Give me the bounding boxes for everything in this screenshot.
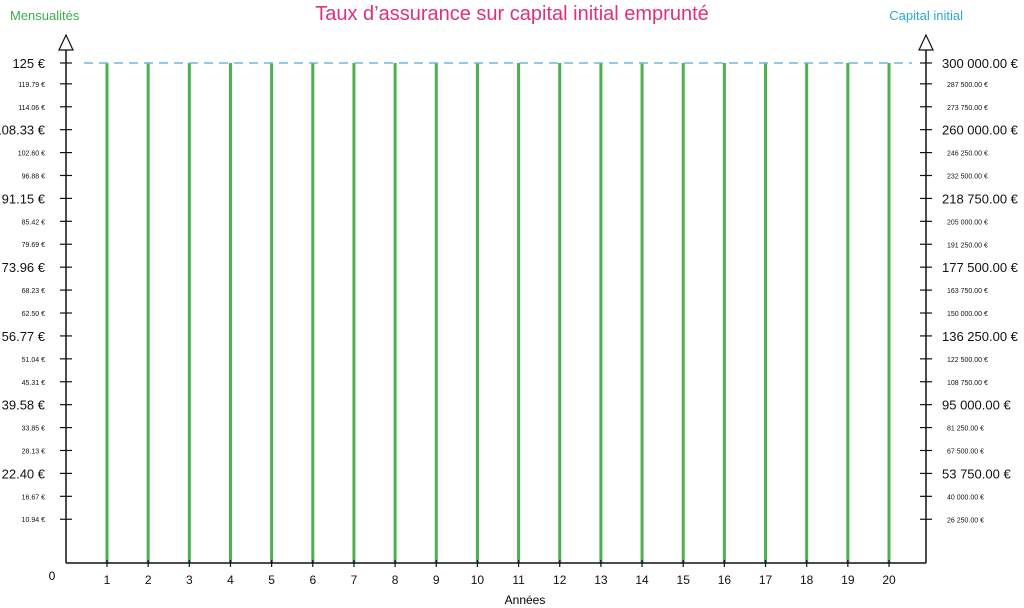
x-tick-label: 2 [145,573,152,587]
x-tick-label: 20 [882,573,896,587]
x-tick-label: 15 [677,573,691,587]
right-axis-arrow [918,33,934,51]
right-tick-label: 53 750.00 € [942,466,1011,481]
right-tick-label: 122 500.00 € [947,357,988,364]
left-tick-label: 56.77 € [2,329,46,344]
left-tick-label: 125 € [12,56,45,71]
right-tick-label: 95 000.00 € [942,398,1011,413]
right-tick-label: 40 000.00 € [947,494,984,501]
left-tick-label: 62.50 € [22,311,45,318]
x-tick-label: 6 [309,573,316,587]
right-tick-label: 177 500.00 € [942,260,1019,275]
x-tick-label: 3 [186,573,193,587]
left-tick-label: 114.06 € [18,105,45,112]
x-tick-label: 16 [718,573,732,587]
left-tick-label: 102.60 € [18,151,45,158]
right-tick-label: 163 750.00 € [947,288,988,295]
chart-title: Taux d’assurance sur capital initial emp… [315,3,709,25]
right-axis-title: Capital initial [889,8,963,23]
left-tick-label: 68.23 € [22,288,45,295]
x-tick-label: 7 [351,573,358,587]
x-tick-label: 14 [635,573,649,587]
left-tick-label: 39.58 € [2,398,46,413]
right-tick-label: 273 750.00 € [947,105,988,112]
x-tick-label: 5 [268,573,275,587]
left-tick-label: 85.42 € [22,219,45,226]
left-tick-label: 10.94 € [22,517,45,524]
left-tick-label: 108.33 € [0,123,46,138]
left-tick-label: 28.13 € [22,448,45,455]
x-tick-label: 1 [104,573,111,587]
left-tick-label: 91.15 € [2,191,46,206]
right-tick-label: 218 750.00 € [942,191,1019,206]
left-tick-label: 33.85 € [22,426,45,433]
x-tick-label: 9 [433,573,440,587]
right-tick-label: 191 250.00 € [947,242,988,249]
right-tick-label: 246 250.00 € [947,151,988,158]
left-axis-arrow [58,33,74,51]
right-tick-label: 136 250.00 € [942,329,1019,344]
right-tick-label: 108 750.00 € [947,380,988,387]
right-tick-label: 150 000.00 € [947,311,988,318]
left-tick-label: 73.96 € [2,260,46,275]
left-tick-label: 51.04 € [22,357,45,364]
right-tick-label: 205 000.00 € [947,219,988,226]
x-axis-title: Années [505,593,546,607]
x-tick-label: 18 [800,573,814,587]
x-tick-label: 13 [594,573,608,587]
left-tick-label: 96.88 € [22,173,45,180]
right-tick-label: 26 250.00 € [947,517,984,524]
x-tick-label: 19 [841,573,855,587]
left-axis-title: Mensualités [10,8,80,23]
right-tick-label: 67 500.00 € [947,449,984,456]
x-tick-label: 17 [759,573,773,587]
left-tick-label: 22.40 € [2,466,46,481]
x-tick-label: 10 [471,573,485,587]
x-tick-label: 8 [392,573,399,587]
x-tick-label: 4 [227,573,234,587]
origin-label: 0 [49,569,56,583]
left-tick-label: 119.79 € [18,82,45,89]
right-tick-label: 81 250.00 € [947,426,984,433]
right-tick-label: 287 500.00 € [947,82,988,89]
right-tick-label: 300 000.00 € [942,56,1019,71]
left-tick-label: 16.67 € [22,494,45,501]
left-tick-label: 45.31 € [22,380,45,387]
right-tick-label: 232 500.00 € [947,174,988,181]
x-tick-label: 11 [512,573,525,587]
left-tick-label: 79.69 € [22,242,45,249]
right-tick-label: 260 000.00 € [942,123,1019,138]
x-tick-label: 12 [553,573,567,587]
